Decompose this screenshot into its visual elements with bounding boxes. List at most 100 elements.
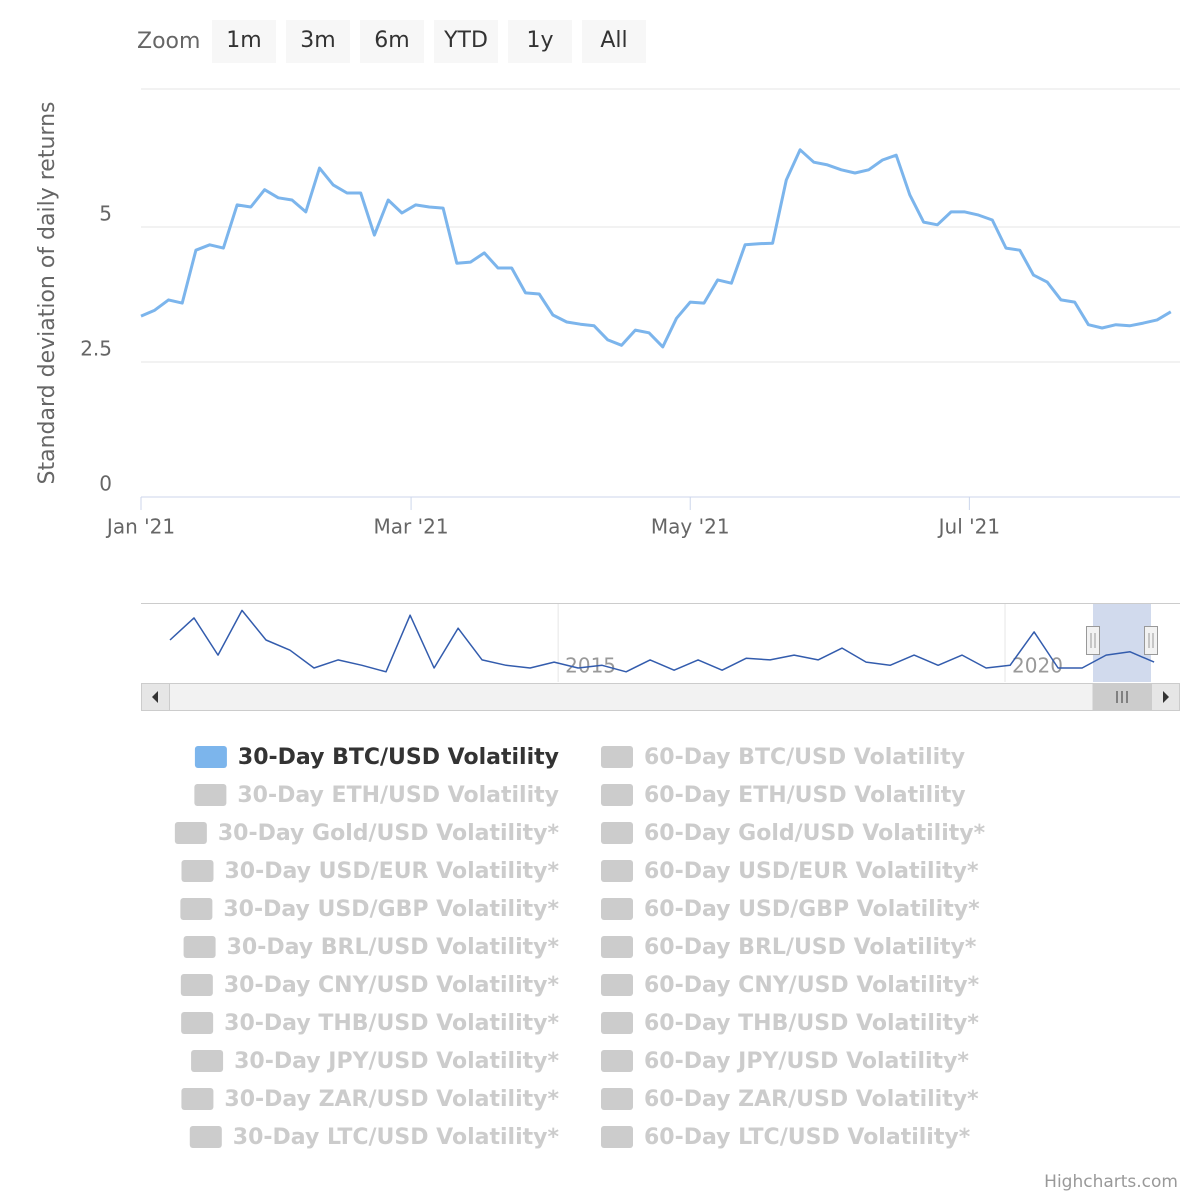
legend-symbol — [601, 784, 633, 806]
legend-symbol — [191, 1050, 224, 1072]
credits[interactable]: Highcharts.com — [1044, 1172, 1178, 1192]
zoom-button[interactable]: 3m — [286, 20, 350, 63]
legend-label[interactable]: 30-Day BTC/USD Volatility — [238, 745, 559, 770]
legend-item[interactable]: 60-Day THB/USD Volatility* — [601, 1011, 979, 1036]
legend-symbol — [601, 1050, 633, 1072]
zoom-button-bg — [360, 20, 424, 63]
legend-item[interactable]: 60-Day ETH/USD Volatility — [601, 783, 966, 808]
legend-symbol — [181, 860, 214, 882]
legend-item[interactable]: 60-Day LTC/USD Volatility* — [601, 1125, 971, 1150]
legend-item[interactable]: 60-Day USD/GBP Volatility* — [601, 897, 980, 922]
legend-symbol — [601, 860, 633, 882]
legend-item[interactable]: 60-Day BRL/USD Volatility* — [601, 935, 977, 960]
legend-label[interactable]: 30-Day THB/USD Volatility* — [224, 1011, 559, 1036]
legend-label[interactable]: 60-Day JPY/USD Volatility* — [644, 1049, 969, 1074]
legend-symbol — [601, 974, 633, 996]
legend-item[interactable]: 30-Day CNY/USD Volatility* — [180, 973, 560, 998]
legend-item[interactable]: 30-Day LTC/USD Volatility* — [189, 1125, 560, 1150]
scrollbar-left-arrow — [152, 691, 158, 703]
zoom-button[interactable]: 1m — [212, 20, 276, 63]
legend-item[interactable]: 30-Day BTC/USD Volatility — [194, 745, 559, 770]
legend-item[interactable]: 30-Day USD/EUR Volatility* — [181, 859, 559, 884]
legend-item[interactable]: 30-Day THB/USD Volatility* — [181, 1011, 559, 1036]
legend-item[interactable]: 30-Day USD/GBP Volatility* — [180, 897, 559, 922]
legend-item[interactable]: 60-Day CNY/USD Volatility* — [601, 973, 980, 998]
legend-symbol — [601, 822, 633, 844]
navigator-tick-label: 2015 — [565, 654, 616, 678]
zoom-button-label[interactable]: All — [600, 28, 627, 53]
legend-symbol — [601, 1088, 633, 1110]
zoom-button-bg — [212, 20, 276, 63]
legend-symbol — [174, 822, 207, 844]
legend-label[interactable]: 60-Day BTC/USD Volatility — [644, 745, 965, 770]
legend-label[interactable]: 30-Day BRL/USD Volatility* — [227, 935, 560, 960]
legend-item[interactable]: 60-Day BTC/USD Volatility — [601, 745, 965, 770]
legend-label[interactable]: 60-Day USD/GBP Volatility* — [644, 897, 980, 922]
legend-symbol — [601, 1012, 633, 1034]
legend-label[interactable]: 60-Day USD/EUR Volatility* — [644, 859, 979, 884]
legend-item[interactable]: 30-Day ZAR/USD Volatility* — [181, 1087, 559, 1112]
legend-symbol — [601, 898, 633, 920]
legend-symbol — [181, 1088, 214, 1110]
navigator-handle-body — [1144, 626, 1158, 655]
legend-symbol — [181, 1012, 214, 1034]
y-tick-label: 2.5 — [80, 337, 112, 361]
navigator-handle[interactable] — [1086, 626, 1100, 655]
zoom-button-label[interactable]: YTD — [443, 28, 488, 53]
navigator-handle-grip — [1148, 633, 1154, 648]
legend-label[interactable]: 60-Day LTC/USD Volatility* — [644, 1125, 971, 1150]
legend-label[interactable]: 60-Day Gold/USD Volatility* — [644, 821, 986, 846]
legend-symbol — [180, 974, 213, 996]
legend-symbol — [194, 784, 227, 806]
y-tick-label: 0 — [99, 472, 112, 496]
legend-item[interactable]: 30-Day ETH/USD Volatility — [194, 783, 559, 808]
legend-label[interactable]: 30-Day LTC/USD Volatility* — [233, 1125, 560, 1150]
zoom-button-label[interactable]: 3m — [300, 28, 335, 53]
legend: 30-Day BTC/USD Volatility 60-Day BTC/USD … — [174, 745, 986, 1150]
x-tick-label: Jan '21 — [105, 515, 175, 539]
navigator-mask[interactable] — [1093, 604, 1151, 682]
zoom-button[interactable]: 6m — [360, 20, 424, 63]
legend-label[interactable]: 30-Day ZAR/USD Volatility* — [224, 1087, 559, 1112]
legend-item[interactable]: 60-Day USD/EUR Volatility* — [601, 859, 979, 884]
y-tick-label: 5 — [99, 202, 112, 226]
legend-label[interactable]: 30-Day ETH/USD Volatility — [237, 783, 559, 808]
zoom-button-bg — [434, 20, 498, 63]
zoom-button-bg — [508, 20, 572, 63]
scrollbar-track[interactable] — [141, 683, 1180, 711]
legend-symbol — [180, 898, 213, 920]
legend-label[interactable]: 30-Day JPY/USD Volatility* — [234, 1049, 559, 1074]
zoom-button-label[interactable]: 6m — [374, 28, 409, 53]
legend-label[interactable]: 60-Day ETH/USD Volatility — [644, 783, 966, 808]
legend-symbol — [183, 936, 216, 958]
legend-item[interactable]: 30-Day JPY/USD Volatility* — [191, 1049, 559, 1074]
zoom-button-bg — [286, 20, 350, 63]
legend-item[interactable]: 60-Day Gold/USD Volatility* — [601, 821, 986, 846]
legend-label[interactable]: 60-Day CNY/USD Volatility* — [644, 973, 980, 998]
legend-label[interactable]: 30-Day CNY/USD Volatility* — [224, 973, 560, 998]
zoom-button[interactable]: All — [582, 20, 646, 63]
x-tick-label: Jul '21 — [937, 515, 1000, 539]
legend-symbol — [601, 746, 633, 768]
legend-item[interactable]: 30-Day Gold/USD Volatility* — [174, 821, 560, 846]
legend-label[interactable]: 30-Day USD/EUR Volatility* — [224, 859, 559, 884]
legend-label[interactable]: 30-Day Gold/USD Volatility* — [218, 821, 560, 846]
zoom-button[interactable]: 1y — [508, 20, 572, 63]
legend-label[interactable]: 60-Day THB/USD Volatility* — [644, 1011, 979, 1036]
legend-item[interactable]: 30-Day BRL/USD Volatility* — [183, 935, 560, 960]
zoom-button-label[interactable]: 1y — [526, 28, 553, 53]
zoom-button-label[interactable]: 1m — [226, 28, 261, 53]
navigator-handle[interactable] — [1144, 626, 1158, 655]
legend-symbol — [601, 936, 633, 958]
legend-label[interactable]: 60-Day BRL/USD Volatility* — [644, 935, 977, 960]
scrollbar-right-arrow — [1163, 691, 1169, 703]
legend-label[interactable]: 30-Day USD/GBP Volatility* — [223, 897, 559, 922]
zoom-label: Zoom — [137, 29, 200, 54]
legend-label[interactable]: 60-Day ZAR/USD Volatility* — [644, 1087, 979, 1112]
legend-item[interactable]: 60-Day JPY/USD Volatility* — [601, 1049, 969, 1074]
x-tick-label: May '21 — [651, 515, 730, 539]
legend-item[interactable]: 60-Day ZAR/USD Volatility* — [601, 1087, 979, 1112]
navigator-handle-grip — [1090, 633, 1096, 648]
zoom-button[interactable]: YTD — [434, 20, 498, 63]
